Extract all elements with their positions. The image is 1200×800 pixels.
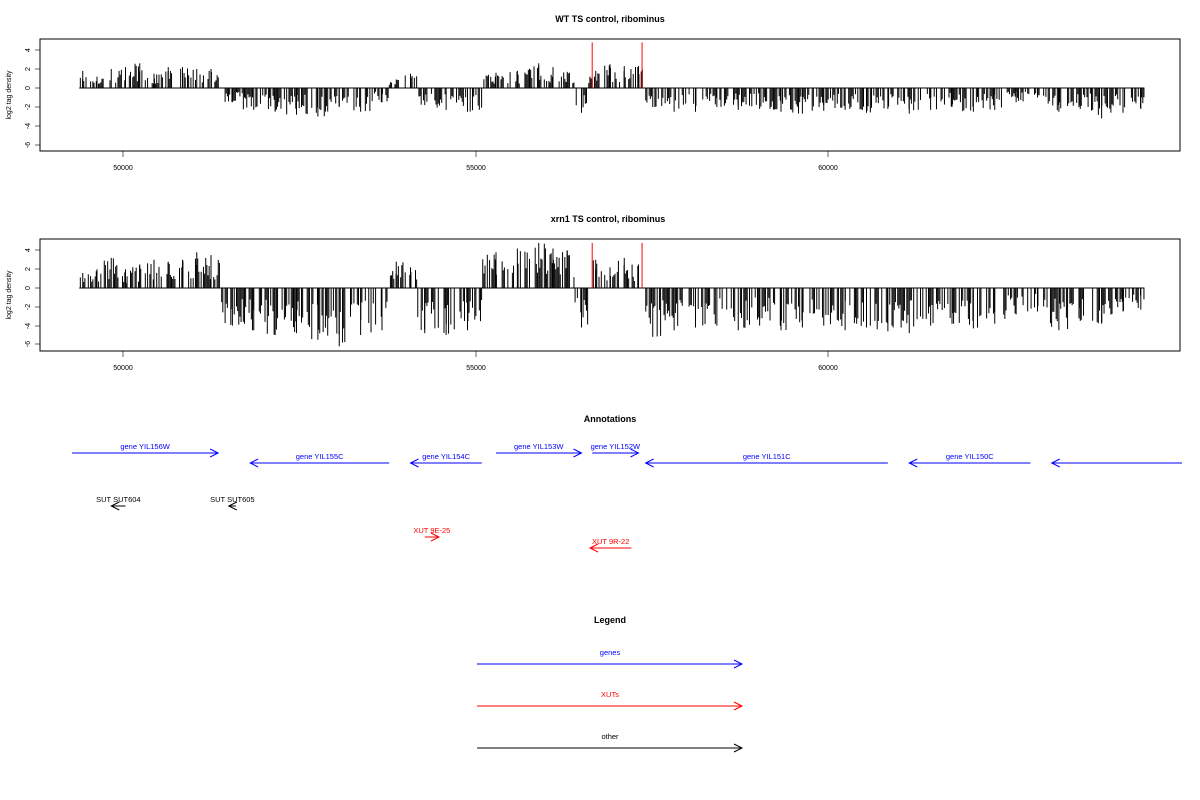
legend-label: other	[601, 732, 619, 741]
arrow-head-icon	[630, 448, 640, 458]
x-tick-label: 50000	[113, 365, 133, 372]
annotation-feature: XUT 9R-22	[588, 537, 632, 553]
legend: Legend genes XUTs other	[477, 615, 744, 753]
legend-items: genes XUTs other	[477, 648, 744, 753]
arrow-head-icon	[733, 659, 744, 669]
arrow-head-icon	[733, 743, 744, 753]
annotation-feature: gene YIL151C	[644, 452, 888, 468]
x-axis: 50000 55000 60000	[113, 151, 838, 172]
x-tick-label: 60000	[818, 165, 838, 172]
arrow-head-icon	[430, 532, 441, 542]
panel-title: WT TS control, ribominus	[555, 14, 665, 24]
annotation-feature: gene YIL152W	[591, 442, 641, 458]
arrow-head-icon	[644, 458, 654, 468]
y-tick-label: -6	[25, 142, 32, 148]
x-tick-label: 55000	[466, 165, 486, 172]
feature-label: gene YIL153W	[514, 442, 564, 451]
y-tick-label: -6	[25, 341, 32, 347]
y-axis: 4 2 0 -2 -4 -6	[25, 48, 41, 148]
panel-wt: WT TS control, ribominus log2 tag densit…	[6, 14, 1181, 172]
arrow-head-icon	[573, 448, 583, 458]
annotation-feature	[1050, 458, 1182, 468]
feature-label: SUT SUT605	[210, 495, 254, 504]
feature-label: gene YIL150C	[946, 452, 994, 461]
arrow-head-icon	[209, 448, 220, 458]
x-tick-label: 60000	[818, 365, 838, 372]
panel-title: xrn1 TS control, ribominus	[551, 214, 666, 224]
legend-label: genes	[600, 648, 621, 657]
bar-marks	[79, 42, 1145, 119]
y-tick-label: -4	[25, 323, 32, 329]
arrow-head-icon	[733, 701, 744, 711]
y-tick-label: 4	[25, 248, 32, 252]
y-tick-label: -2	[25, 304, 32, 310]
y-tick-label: 4	[25, 48, 32, 52]
annotation-features: gene YIL156W gene YIL155C gene YIL154C gene…	[72, 442, 1182, 553]
annotation-feature: XUT 9E-25	[413, 526, 450, 542]
feature-label: XUT 9R-22	[592, 537, 629, 546]
legend-item: XUTs	[477, 690, 744, 711]
annotation-feature: gene YIL150C	[908, 452, 1031, 468]
x-tick-label: 50000	[113, 165, 133, 172]
y-tick-label: 2	[25, 267, 32, 271]
y-axis-label: log2 tag density	[6, 70, 13, 120]
y-tick-label: 0	[25, 286, 32, 290]
plot-frame	[39, 38, 1181, 152]
y-axis-label: log2 tag density	[6, 270, 13, 320]
y-tick-label: -2	[25, 104, 32, 110]
y-tick-label: 0	[25, 86, 32, 90]
arrow-head-icon	[110, 501, 120, 511]
arrow-head-icon	[588, 543, 599, 553]
feature-label: gene YIL156W	[120, 442, 170, 451]
annotation-feature: gene YIL153W	[496, 442, 583, 458]
panel-xrn1: xrn1 TS control, ribominus log2 tag dens…	[6, 214, 1181, 372]
annotation-feature: gene YIL156W	[72, 442, 220, 458]
x-tick-label: 55000	[466, 365, 486, 372]
annotation-feature: SUT SUT605	[210, 495, 255, 511]
y-tick-label: 2	[25, 67, 32, 71]
arrow-head-icon	[1050, 458, 1060, 468]
legend-item: genes	[477, 648, 744, 669]
feature-label: gene YIL155C	[296, 452, 344, 461]
arrow-head-icon	[908, 458, 918, 468]
feature-label: XUT 9E-25	[413, 526, 450, 535]
feature-label: gene YIL154C	[422, 452, 470, 461]
arrow-head-icon	[409, 458, 419, 468]
legend-title: Legend	[594, 615, 626, 625]
annotation-feature: gene YIL154C	[409, 452, 482, 468]
feature-label: gene YIL152W	[591, 442, 641, 451]
y-axis: 4 2 0 -2 -4 -6	[25, 248, 41, 347]
y-tick-label: -4	[25, 123, 32, 129]
bar-marks	[79, 242, 1145, 347]
arrow-head-icon	[227, 501, 238, 511]
x-axis: 50000 55000 60000	[113, 351, 838, 372]
annotation-feature: SUT SUT604	[96, 495, 141, 511]
feature-label: SUT SUT604	[96, 495, 140, 504]
legend-label: XUTs	[601, 690, 619, 699]
arrow-head-icon	[249, 458, 259, 468]
feature-label: gene YIL151C	[743, 452, 791, 461]
annotation-feature: gene YIL155C	[249, 452, 390, 468]
annotations-title: Annotations	[584, 414, 637, 424]
legend-item: other	[477, 732, 744, 753]
